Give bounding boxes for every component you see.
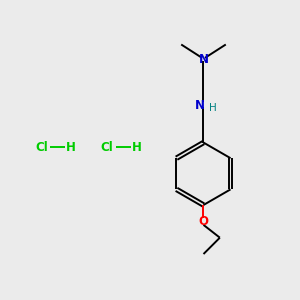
Text: Cl: Cl	[35, 140, 48, 154]
Text: N: N	[195, 99, 205, 112]
Text: H: H	[66, 140, 76, 154]
Text: O: O	[199, 215, 208, 228]
Text: H: H	[209, 103, 217, 113]
Text: H: H	[132, 140, 142, 154]
Text: Cl: Cl	[100, 140, 113, 154]
Text: N: N	[199, 53, 208, 66]
